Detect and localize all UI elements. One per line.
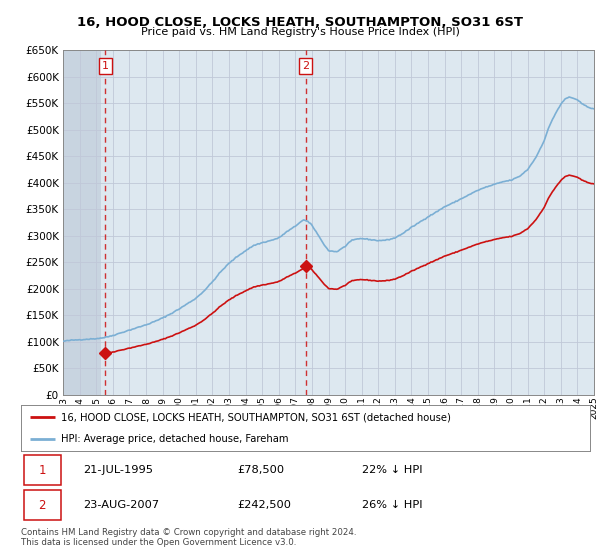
Text: 22% ↓ HPI: 22% ↓ HPI xyxy=(362,465,423,475)
FancyBboxPatch shape xyxy=(24,455,61,485)
Text: 1: 1 xyxy=(38,464,46,477)
Text: Contains HM Land Registry data © Crown copyright and database right 2024.
This d: Contains HM Land Registry data © Crown c… xyxy=(21,528,356,547)
Text: 23-AUG-2007: 23-AUG-2007 xyxy=(83,500,160,510)
Text: 26% ↓ HPI: 26% ↓ HPI xyxy=(362,500,423,510)
Text: 2: 2 xyxy=(38,498,46,512)
Text: 2: 2 xyxy=(302,61,309,71)
Text: £78,500: £78,500 xyxy=(237,465,284,475)
Bar xyxy=(63,50,101,395)
Text: Price paid vs. HM Land Registry's House Price Index (HPI): Price paid vs. HM Land Registry's House … xyxy=(140,27,460,37)
Text: £242,500: £242,500 xyxy=(237,500,291,510)
Text: 21-JUL-1995: 21-JUL-1995 xyxy=(83,465,154,475)
Text: 16, HOOD CLOSE, LOCKS HEATH, SOUTHAMPTON, SO31 6ST: 16, HOOD CLOSE, LOCKS HEATH, SOUTHAMPTON… xyxy=(77,16,523,29)
Text: HPI: Average price, detached house, Fareham: HPI: Average price, detached house, Fare… xyxy=(61,435,289,444)
FancyBboxPatch shape xyxy=(24,491,61,520)
Text: 16, HOOD CLOSE, LOCKS HEATH, SOUTHAMPTON, SO31 6ST (detached house): 16, HOOD CLOSE, LOCKS HEATH, SOUTHAMPTON… xyxy=(61,412,451,422)
Text: 1: 1 xyxy=(102,61,109,71)
